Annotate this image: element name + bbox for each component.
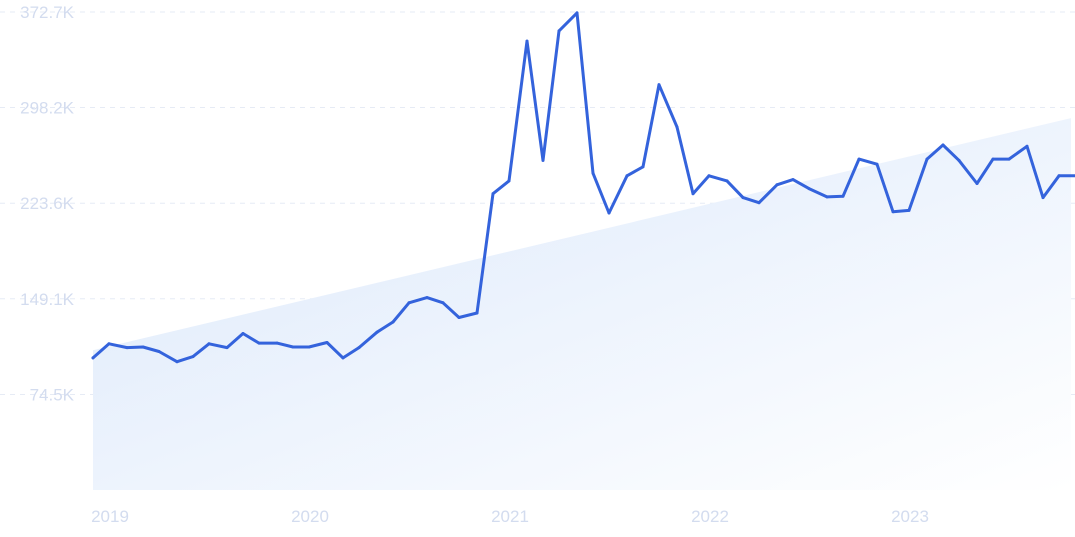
data-point	[191, 355, 195, 359]
series-line	[91, 11, 1075, 364]
data-point	[225, 346, 229, 350]
x-tick-label: 2023	[891, 507, 929, 526]
data-point	[825, 195, 829, 199]
data-point	[341, 356, 345, 360]
data-point	[241, 332, 245, 335]
data-point	[1007, 157, 1011, 161]
data-point	[591, 171, 595, 175]
data-point	[491, 192, 495, 196]
y-tick-label: 74.5K	[30, 385, 75, 404]
data-point	[307, 345, 311, 349]
data-point	[641, 165, 645, 169]
y-tick-label: 298.2K	[20, 99, 75, 118]
data-point	[941, 143, 945, 147]
x-tick-label: 2022	[691, 507, 729, 526]
data-point	[707, 174, 711, 178]
x-tick-label: 2019	[91, 507, 129, 526]
data-point	[541, 158, 545, 162]
x-tick-label: 2020	[291, 507, 329, 526]
data-point	[291, 345, 295, 349]
data-point	[157, 350, 161, 353]
data-point	[1057, 174, 1061, 178]
data-point	[407, 301, 411, 305]
data-point	[125, 346, 129, 350]
data-point	[525, 39, 529, 43]
y-axis: 74.5K 149.1K 223.6K 298.2K 372.7K	[20, 3, 75, 404]
data-point	[325, 341, 329, 344]
data-point	[1041, 196, 1045, 200]
data-point	[625, 174, 629, 178]
data-point	[207, 342, 211, 346]
x-axis: 2019 2020 2021 2022 2023	[91, 507, 929, 526]
data-point	[441, 301, 445, 305]
data-point	[925, 157, 929, 161]
data-point	[757, 201, 761, 205]
data-point	[691, 192, 695, 196]
data-point	[791, 178, 795, 182]
data-points	[91, 11, 1061, 364]
data-point	[841, 194, 845, 198]
data-point	[975, 182, 979, 185]
data-point	[657, 83, 661, 87]
data-point	[475, 311, 479, 315]
data-point	[141, 345, 145, 349]
data-point	[91, 356, 95, 360]
data-point	[257, 341, 261, 345]
data-point	[375, 330, 379, 334]
trend-area	[93, 118, 1071, 491]
data-point	[857, 157, 861, 161]
data-point	[357, 346, 361, 350]
data-point	[107, 342, 111, 346]
data-point	[607, 211, 611, 215]
data-point	[507, 179, 511, 183]
data-point	[891, 210, 895, 214]
data-point	[457, 316, 461, 319]
data-point	[391, 320, 395, 324]
data-point	[557, 29, 561, 33]
data-point	[275, 341, 279, 345]
y-tick-label: 223.6K	[20, 194, 75, 213]
data-point	[991, 157, 995, 161]
y-tick-label: 149.1K	[20, 290, 75, 309]
data-point	[675, 125, 679, 129]
data-point	[807, 187, 811, 191]
data-point	[875, 162, 879, 166]
data-point	[957, 158, 961, 162]
series-layer	[91, 11, 1075, 364]
data-point	[725, 179, 729, 183]
data-point	[1025, 144, 1029, 148]
data-point	[575, 11, 579, 15]
data-point	[907, 208, 911, 212]
data-point	[741, 196, 745, 200]
data-point	[775, 183, 779, 187]
data-point	[175, 360, 179, 364]
data-point	[425, 296, 429, 300]
x-tick-label: 2021	[491, 507, 529, 526]
y-tick-label: 372.7K	[20, 3, 75, 22]
